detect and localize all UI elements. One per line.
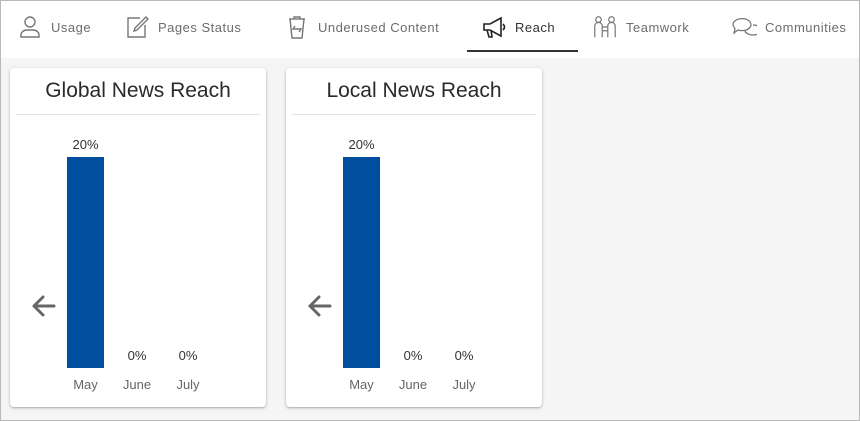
tab-label: Communities xyxy=(765,19,847,35)
bar-value-label: 0% xyxy=(128,348,147,363)
card-title: Local News Reach xyxy=(292,68,536,115)
bar-may[interactable] xyxy=(343,157,380,368)
tab-label: Usage xyxy=(51,19,92,35)
tab-teamwork[interactable]: Teamwork xyxy=(592,1,689,53)
chat-bubbles-icon xyxy=(731,14,757,40)
bar-value-label: 0% xyxy=(455,348,474,363)
local-news-reach-chart: 20% May 0% June 0% July xyxy=(302,137,476,392)
category-label: June xyxy=(399,377,427,392)
category-label: May xyxy=(73,377,98,392)
category-label: June xyxy=(123,377,151,392)
previous-period-arrow-icon[interactable] xyxy=(302,292,336,320)
tab-reach[interactable]: Reach xyxy=(481,1,555,53)
category-label: July xyxy=(176,377,200,392)
teamwork-people-icon xyxy=(592,14,618,40)
bar-value-label: 0% xyxy=(404,348,423,363)
global-news-reach-card: Global News Reach 20% May 0% June 0% July xyxy=(10,68,266,407)
bar-may[interactable] xyxy=(67,157,104,368)
card-title: Global News Reach xyxy=(16,68,260,115)
category-label: May xyxy=(349,377,374,392)
tab-bar: Usage Pages Status Underused Content xyxy=(1,1,859,57)
bar-value-label: 0% xyxy=(179,348,198,363)
pencil-edit-icon xyxy=(124,14,150,40)
local-news-reach-card: Local News Reach 20% May 0% June 0% July xyxy=(286,68,542,407)
global-news-reach-chart: 20% May 0% June 0% July xyxy=(26,137,200,392)
trash-recycle-icon xyxy=(284,14,310,40)
previous-period-arrow-icon[interactable] xyxy=(26,292,60,320)
tab-usage[interactable]: Usage xyxy=(17,1,91,53)
tab-underused-content[interactable]: Underused Content xyxy=(284,1,439,53)
tab-label: Underused Content xyxy=(318,19,440,35)
tab-label: Pages Status xyxy=(158,19,242,35)
tab-label: Reach xyxy=(515,19,556,35)
tab-communities[interactable]: Communities xyxy=(731,1,846,53)
bar-value-label: 20% xyxy=(348,137,374,152)
megaphone-icon xyxy=(481,14,507,40)
active-tab-indicator xyxy=(467,50,578,52)
bar-value-label: 20% xyxy=(72,137,98,152)
category-label: July xyxy=(452,377,476,392)
user-icon xyxy=(17,14,43,40)
tab-label: Teamwork xyxy=(626,19,690,35)
tab-pages-status[interactable]: Pages Status xyxy=(124,1,241,53)
